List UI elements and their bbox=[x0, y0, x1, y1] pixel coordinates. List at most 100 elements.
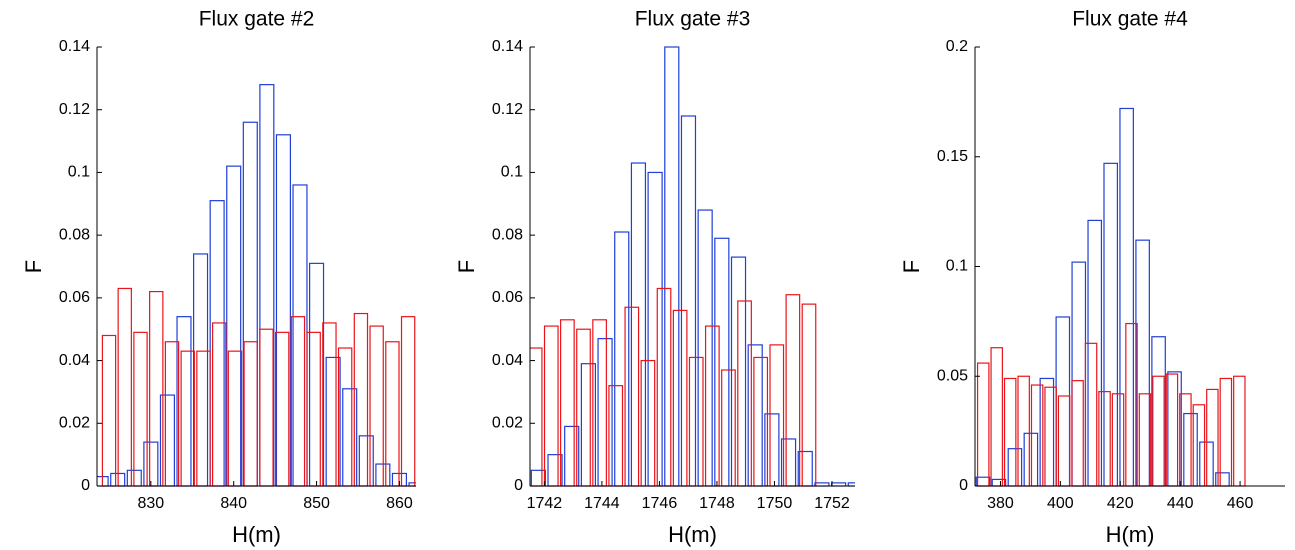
histogram-bar bbox=[259, 328, 274, 487]
x-tick-label: 840 bbox=[220, 495, 247, 512]
x-tick-label: 380 bbox=[987, 495, 1014, 512]
histogram-bar bbox=[180, 350, 195, 487]
histogram-bar bbox=[672, 309, 688, 487]
y-axis-label: F bbox=[899, 260, 924, 273]
y-tick-label: 0.02 bbox=[59, 415, 90, 432]
histogram-bar bbox=[547, 454, 563, 487]
y-tick-label: 0 bbox=[959, 477, 968, 494]
x-tick-label: 1750 bbox=[757, 495, 793, 512]
histogram-bar bbox=[560, 319, 575, 487]
y-tick-label: 0.14 bbox=[59, 38, 90, 55]
histogram-bar bbox=[801, 303, 817, 487]
histogram-bar bbox=[1151, 336, 1166, 487]
y-tick-label: 0 bbox=[514, 477, 523, 494]
x-tick-label: 1742 bbox=[527, 495, 563, 512]
histogram-bar bbox=[259, 84, 275, 487]
histogram-bar bbox=[608, 385, 624, 487]
x-tick-label: 1746 bbox=[642, 495, 678, 512]
histogram-bar bbox=[143, 441, 159, 487]
histogram-bar bbox=[543, 325, 559, 487]
y-tick-label: 0.1 bbox=[501, 164, 523, 181]
histogram-bar bbox=[1023, 432, 1039, 487]
y-tick-label: 0.2 bbox=[946, 38, 968, 55]
histogram-bar bbox=[1007, 448, 1023, 487]
y-tick-label: 0.1 bbox=[68, 164, 90, 181]
histogram-bar bbox=[797, 450, 813, 487]
y-tick-label: 0.14 bbox=[492, 38, 523, 55]
histogram-bar bbox=[991, 478, 1007, 487]
plot-area bbox=[530, 46, 855, 487]
chart-title: Flux gate #3 bbox=[635, 8, 751, 31]
x-tick-label: 1752 bbox=[814, 495, 850, 512]
histogram-bar bbox=[680, 115, 697, 487]
histogram-bar bbox=[243, 341, 258, 487]
y-axis-label: F bbox=[21, 260, 46, 273]
histogram-bar bbox=[847, 482, 855, 487]
chart-title: Flux gate #4 bbox=[1072, 8, 1188, 31]
histogram-bar bbox=[133, 331, 148, 487]
histogram-bar bbox=[309, 262, 325, 487]
histogram-bar bbox=[1152, 375, 1165, 487]
histogram-bar bbox=[1119, 107, 1134, 487]
histogram-bar bbox=[730, 256, 747, 487]
histogram-bar bbox=[1084, 342, 1098, 487]
x-axis-label: H(m) bbox=[1106, 522, 1155, 547]
x-tick-label: 420 bbox=[1107, 495, 1134, 512]
histogram-bar bbox=[322, 322, 337, 487]
histogram-bar bbox=[97, 475, 109, 487]
histogram-bar bbox=[408, 482, 416, 487]
x-tick-label: 860 bbox=[386, 495, 413, 512]
subplot: Flux gate #2 H(m) F 0 0.02 0.04 0.06 0.08 0.1 0.1… bbox=[21, 8, 416, 547]
histogram-bar bbox=[614, 231, 630, 487]
histogram-bar bbox=[227, 350, 243, 487]
plot-area bbox=[975, 107, 1246, 487]
x-tick-label: 400 bbox=[1047, 495, 1074, 512]
histogram-bar bbox=[274, 331, 290, 487]
histogram-bar bbox=[597, 338, 613, 487]
histogram-bar bbox=[1044, 386, 1057, 487]
x-axis-label: H(m) bbox=[232, 522, 281, 547]
histogram-bar bbox=[358, 435, 374, 487]
histogram-bar bbox=[1233, 375, 1246, 487]
y-tick-label: 0.12 bbox=[492, 101, 523, 118]
histogram-bar bbox=[1219, 377, 1233, 487]
subplot: Flux gate #3 H(m) F 0 0.02 0.04 0.06 0.08 0.1 0.1… bbox=[454, 8, 855, 547]
y-tick-label: 0.06 bbox=[59, 289, 90, 306]
y-tick-label: 0.15 bbox=[937, 148, 968, 165]
plot-area bbox=[97, 84, 416, 487]
x-tick-label: 1744 bbox=[584, 495, 620, 512]
histogram-bar bbox=[1057, 395, 1071, 487]
histogram-bar bbox=[101, 334, 117, 487]
x-tick-label: 1748 bbox=[699, 495, 735, 512]
histogram-bar bbox=[785, 294, 801, 487]
histogram-bar bbox=[1111, 393, 1125, 487]
y-tick-label: 0.06 bbox=[492, 289, 523, 306]
histogram-bar bbox=[1206, 388, 1219, 487]
x-tick-label: 830 bbox=[138, 495, 165, 512]
x-tick-label: 850 bbox=[303, 495, 330, 512]
histogram-bar bbox=[975, 476, 991, 487]
histogram-bar bbox=[747, 344, 763, 487]
histogram-bar bbox=[369, 325, 384, 487]
histogram-bar bbox=[193, 253, 209, 487]
y-tick-label: 0.04 bbox=[492, 352, 523, 369]
x-tick-label: 460 bbox=[1227, 495, 1254, 512]
y-tick-label: 0.1 bbox=[946, 258, 968, 275]
histogram-bar bbox=[530, 469, 546, 487]
histogram-bar bbox=[1071, 380, 1084, 487]
x-tick-label: 440 bbox=[1167, 495, 1194, 512]
histogram-bar bbox=[1192, 404, 1206, 487]
x-axis-label: H(m) bbox=[668, 522, 717, 547]
y-tick-label: 0.12 bbox=[59, 101, 90, 118]
histogram-bar bbox=[1039, 377, 1055, 487]
histogram-bar bbox=[1135, 239, 1150, 487]
y-tick-label: 0.04 bbox=[59, 352, 90, 369]
histogram-bar bbox=[688, 356, 704, 487]
y-tick-label: 0 bbox=[81, 477, 90, 494]
histogram-bar bbox=[1003, 377, 1017, 487]
chart-title: Flux gate #2 bbox=[199, 8, 315, 31]
y-tick-label: 0.05 bbox=[937, 367, 968, 384]
histogram-bar bbox=[664, 46, 680, 487]
y-tick-label: 0.08 bbox=[59, 226, 90, 243]
